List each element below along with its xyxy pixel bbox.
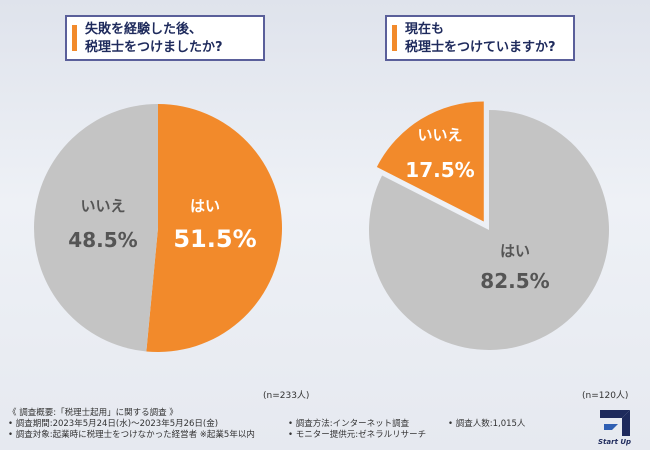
survey-target: • 調査対象:起業時に税理士をつけなかった経営者 ※起業5年以内 (8, 430, 255, 440)
question-box-2: 現在も 税理士をつけていますか? (385, 15, 575, 61)
pie1-label-1: いいえ (80, 197, 125, 215)
pie2-value-1: 82.5% (480, 269, 549, 293)
pie1-value-0: 51.5% (173, 225, 256, 253)
logo-text: Start Up (598, 438, 632, 446)
question-1-line-1: 失敗を経験した後、 (85, 22, 203, 37)
startup-logo-icon (600, 410, 630, 436)
question-2-line-2: 税理士をつけていますか? (405, 40, 556, 55)
sample-size-1: (n=233人) (263, 391, 310, 401)
pie2-value-0: 17.5% (405, 158, 474, 182)
question-2-line-1: 現在も (405, 22, 445, 37)
survey-monitor: • モニター提供元:ゼネラルリサーチ (288, 430, 427, 440)
pie2-label-0: いいえ (417, 126, 462, 144)
question-1-line-2: 税理士をつけましたか? (85, 40, 223, 55)
pie2-slice-1 (369, 110, 610, 350)
pie1-slice-1 (34, 104, 158, 352)
question-box-1: 失敗を経験した後、 税理士をつけましたか? (65, 15, 265, 61)
survey-method: • 調査方法:インターネット調査 (288, 419, 410, 429)
survey-period: • 調査期間:2023年5月24日(水)〜2023年5月26日(金) (8, 419, 219, 429)
pie-chart-2: いいえ 17.5% はい 82.5% (369, 101, 610, 350)
survey-title: 《 調査概要:「税理士起用」に関する調査 》 (8, 408, 178, 418)
pie1-label-0: はい (190, 197, 220, 215)
pie1-value-1: 48.5% (68, 228, 137, 252)
sample-size-2: (n=120人) (582, 391, 629, 401)
pie2-slice-0 (376, 101, 484, 222)
pie-chart-1: はい 51.5% いいえ 48.5% (34, 104, 283, 352)
pie1-slice-0 (146, 104, 283, 352)
pie2-label-1: はい (500, 242, 530, 260)
survey-count: • 調査人数:1,015人 (448, 419, 526, 429)
